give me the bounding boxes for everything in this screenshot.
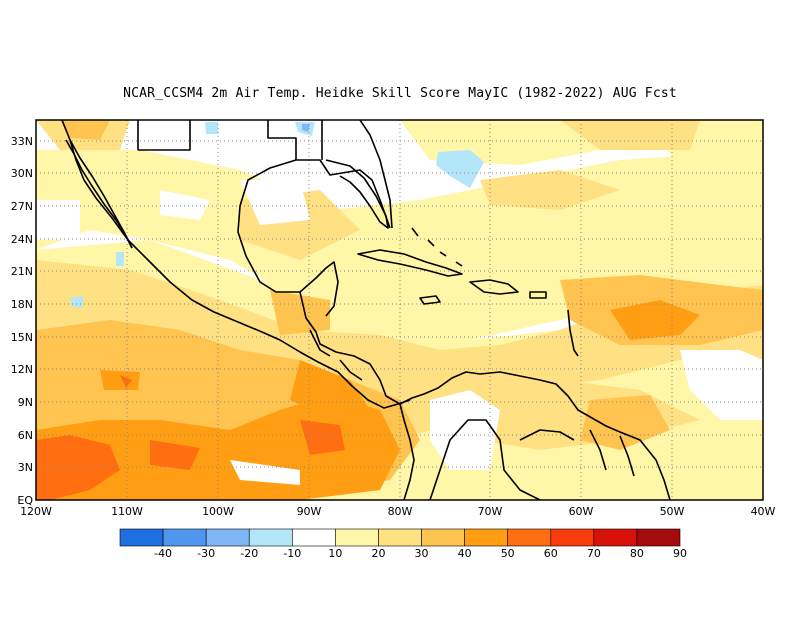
colorbar-label: 70 <box>587 547 601 560</box>
lat-label: EQ <box>17 494 33 507</box>
lat-label: 27N <box>11 200 33 213</box>
lat-label: 24N <box>11 233 33 246</box>
lat-label: 15N <box>11 331 33 344</box>
lat-label: 12N <box>11 363 33 376</box>
lat-label: 9N <box>18 396 33 409</box>
colorbar-label: -30 <box>197 547 215 560</box>
lon-label: 40W <box>751 505 776 518</box>
colorbar-swatch <box>162 528 207 547</box>
colorbar-swatch <box>248 528 293 547</box>
lat-label: 18N <box>11 298 33 311</box>
lon-label: 90W <box>297 505 322 518</box>
colorbar-swatch <box>464 528 508 547</box>
colorbar-label: 80 <box>630 547 644 560</box>
lon-label: 50W <box>660 505 685 518</box>
colorbar-label: 90 <box>673 547 687 560</box>
lat-label: 3N <box>18 461 33 474</box>
colorbar-label: 60 <box>544 547 558 560</box>
lon-label: 110W <box>111 505 143 518</box>
lat-label: 30N <box>11 167 33 180</box>
colorbar-label: 20 <box>371 547 385 560</box>
colorbar-swatch <box>378 528 422 547</box>
colorbar-label: -10 <box>283 547 301 560</box>
colorbar-label: -40 <box>154 547 172 560</box>
colorbar-label: 30 <box>415 547 429 560</box>
lon-label: 60W <box>569 505 594 518</box>
colorbar-swatch <box>636 528 681 547</box>
colorbar-swatch <box>550 528 595 547</box>
lon-label: 80W <box>388 505 413 518</box>
colorbar-label: -20 <box>240 547 258 560</box>
colorbar: -40 -30 -20 -10 10 20 30 40 50 60 70 80 … <box>119 528 687 560</box>
lat-label: 33N <box>11 135 33 148</box>
lon-label: 120W <box>20 505 52 518</box>
colorbar-swatch <box>421 528 465 547</box>
lat-label: 21N <box>11 265 33 278</box>
colorbar-swatch <box>292 528 336 547</box>
colorbar-swatch <box>205 528 250 547</box>
colorbar-label: 50 <box>501 547 515 560</box>
grid-lines <box>36 120 763 500</box>
colorbar-swatch <box>507 528 552 547</box>
latitude-axis: 33N 30N 27N 24N 21N 18N 15N 12N 9N 6N 3N… <box>11 135 34 507</box>
colorbar-swatch <box>119 528 164 547</box>
lon-label: 100W <box>202 505 234 518</box>
coastlines <box>61 120 671 500</box>
lat-label: 6N <box>18 429 33 442</box>
colorbar-swatch <box>335 528 379 547</box>
plot-frame <box>35 119 764 501</box>
colorbar-label: 40 <box>458 547 472 560</box>
colorbar-label: 10 <box>328 547 342 560</box>
colorbar-swatch <box>593 528 638 547</box>
longitude-axis: 120W 110W 100W 90W 80W 70W 60W 50W 40W <box>20 505 775 518</box>
map-title: NCAR_CCSM4 2m Air Temp. Heidke Skill Sco… <box>123 86 677 101</box>
lon-label: 70W <box>478 505 503 518</box>
